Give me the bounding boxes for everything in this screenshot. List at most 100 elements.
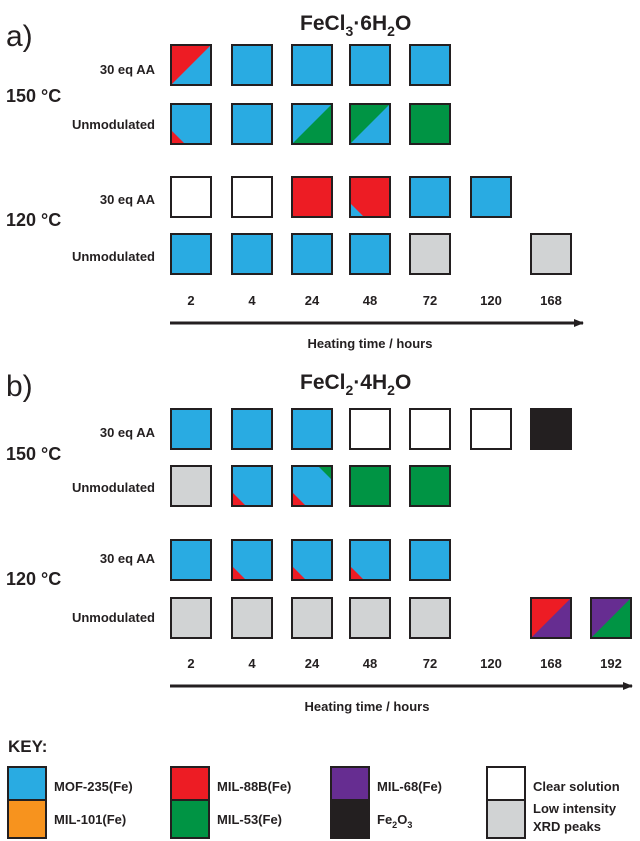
cell-border: [231, 597, 273, 639]
panel-b-title: FeCl2·4H2O: [300, 371, 411, 398]
cell-fill: [410, 45, 450, 85]
key-item-4: MIL-101(Fe): [7, 799, 126, 839]
cell-1-1-6: [530, 597, 572, 639]
cell-overlay: [292, 104, 332, 144]
cell-border: [349, 103, 391, 145]
cell-fill: [350, 234, 390, 274]
key-swatch: [170, 799, 210, 839]
cell-overlay: [292, 566, 306, 580]
cell-overlay: [232, 566, 246, 580]
cell-1-1-3: [349, 233, 391, 275]
key-label: MIL-68(Fe): [377, 779, 442, 794]
panel-b-axis-label: Heating time / hours: [305, 699, 430, 714]
cell-border: [409, 176, 451, 218]
cell-fill: [232, 104, 272, 144]
cell-fill: [350, 409, 390, 449]
cell-fill: [410, 598, 450, 638]
cell-border: [170, 176, 212, 218]
cell-fill: [410, 104, 450, 144]
time-label: 4: [248, 293, 256, 308]
cell-1-0-3: [349, 539, 391, 581]
cell-0-1-3: [349, 465, 391, 507]
cell-fill: [531, 409, 571, 449]
panel-a-temp-150: 150 °C: [6, 86, 61, 106]
cell-0-0-4: [409, 44, 451, 86]
cell-1-1-4: [409, 597, 451, 639]
cell-overlay: [318, 466, 332, 480]
cell-border: [291, 176, 333, 218]
cell-fill: [171, 466, 211, 506]
cell-0-1-2: [291, 103, 333, 145]
time-label: 2: [187, 293, 194, 308]
cell-fill: [410, 466, 450, 506]
key-label: Clear solution: [533, 779, 620, 794]
cell-0-0-0: [170, 44, 212, 86]
cell-0-1-0: [170, 103, 212, 145]
key-swatch: [7, 766, 47, 806]
panel-a-temp-120: 120 °C: [6, 210, 61, 230]
cell-border: [349, 44, 391, 86]
cell-border: [291, 408, 333, 450]
time-label: 48: [363, 656, 377, 671]
cell-overlay: [350, 566, 364, 580]
cell-0-0-4: [409, 408, 451, 450]
cell-border: [170, 44, 212, 86]
time-label: 4: [248, 656, 256, 671]
cell-0-1-2: [291, 465, 333, 507]
key-swatch: [7, 799, 47, 839]
cell-border: [231, 408, 273, 450]
cell-fill: [232, 409, 272, 449]
panel-b-temp-120: 120 °C: [6, 569, 61, 589]
key-item-6: Fe2O3: [330, 799, 412, 839]
panel-b-label: b): [6, 370, 33, 403]
cell-0-0-3: [349, 408, 391, 450]
time-label: 72: [423, 293, 437, 308]
cell-border: [409, 44, 451, 86]
cell-overlay: [292, 492, 306, 506]
time-label: 48: [363, 293, 377, 308]
time-label: 72: [423, 656, 437, 671]
key-label: Fe2O3: [377, 812, 412, 830]
cell-1-0-5: [470, 176, 512, 218]
key-swatch: [486, 766, 526, 806]
cell-border: [349, 233, 391, 275]
cell-fill: [410, 409, 450, 449]
cell-1-1-0: [170, 597, 212, 639]
key-label-line1: Low intensity: [533, 801, 617, 816]
cell-border: [291, 103, 333, 145]
cell-border: [470, 408, 512, 450]
cell-fill: [232, 598, 272, 638]
panel-b-temp-150: 150 °C: [6, 444, 61, 464]
cell-border: [409, 103, 451, 145]
time-label: 24: [305, 656, 320, 671]
cell-1-0-2: [291, 539, 333, 581]
cell-border: [530, 597, 572, 639]
cell-0-0-1: [231, 44, 273, 86]
cell-border: [170, 103, 212, 145]
cell-1-1-4: [409, 233, 451, 275]
time-label: 120: [480, 656, 502, 671]
cell-1-0-1: [231, 539, 273, 581]
cell-0-1-1: [231, 465, 273, 507]
cell-border: [231, 465, 273, 507]
key-swatch: [486, 799, 526, 839]
key-swatch: [330, 799, 370, 839]
cell-0-0-2: [291, 408, 333, 450]
panel-a-row-120-aa: 30 eq AA: [100, 192, 156, 207]
cell-fill: [232, 234, 272, 274]
cell-border: [231, 103, 273, 145]
cell-overlay: [350, 203, 364, 217]
panel-a-axis-label: Heating time / hours: [308, 336, 433, 351]
time-label: 120: [480, 293, 502, 308]
cell-fill: [350, 45, 390, 85]
cell-border: [291, 597, 333, 639]
cell-border: [349, 408, 391, 450]
cell-fill: [531, 234, 571, 274]
cell-fill: [292, 598, 332, 638]
time-label: 192: [600, 656, 622, 671]
cell-0-1-1: [231, 103, 273, 145]
key-legend: MOF-235(Fe) MIL-88B(Fe) MIL-68(Fe) Clear so…: [7, 766, 620, 839]
cell-fill: [471, 409, 511, 449]
panel-b-grid: [170, 408, 632, 639]
